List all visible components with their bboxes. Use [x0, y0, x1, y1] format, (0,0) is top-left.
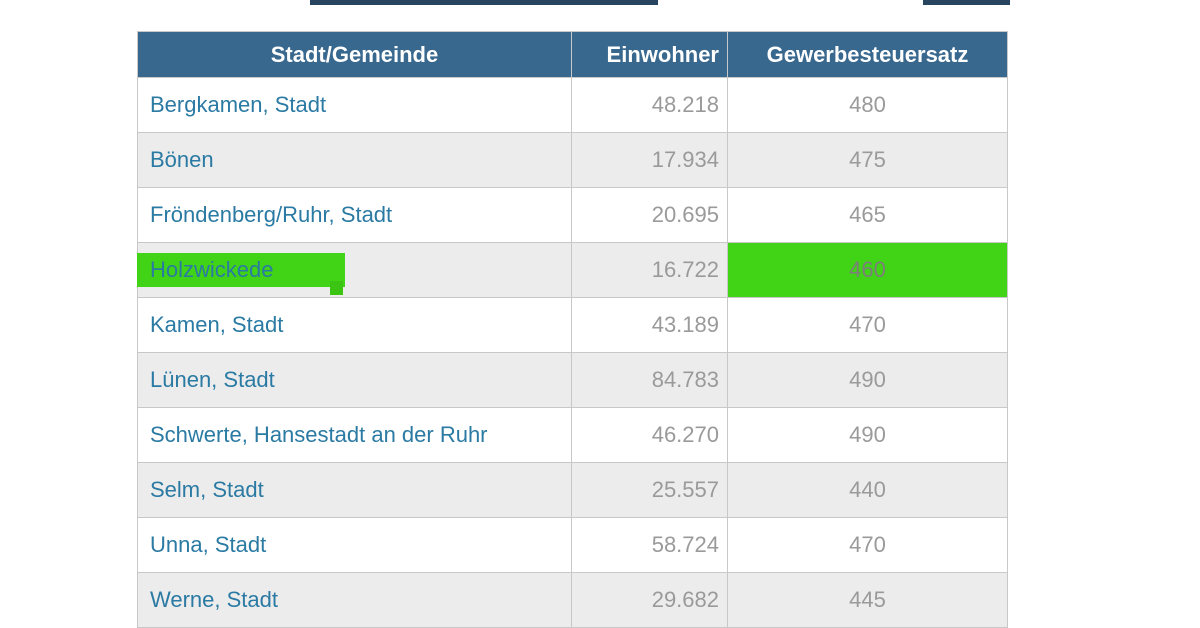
steuersatz-cell: 465: [727, 187, 1008, 243]
city-cell: Schwerte, Hansestadt an der Ruhr: [137, 407, 572, 463]
table-row: Holzwickede 16.722 460: [137, 242, 1008, 298]
steuersatz-cell: 470: [727, 297, 1008, 353]
city-cell: Kamen, Stadt: [137, 297, 572, 353]
einwohner-cell: 58.724: [571, 517, 728, 573]
einwohner-cell: 16.722: [571, 242, 728, 298]
city-cell: Holzwickede: [137, 242, 572, 298]
col-header-city: Stadt/Gemeinde: [137, 31, 572, 78]
einwohner-cell: 43.189: [571, 297, 728, 353]
steuersatz-cell: 475: [727, 132, 1008, 188]
table-row: Fröndenberg/Ruhr, Stadt 20.695 465: [137, 187, 1008, 243]
table-body: Bergkamen, Stadt 48.218 480 Bönen 17.934 475 F…: [137, 77, 1008, 628]
municipality-table: Stadt/Gemeinde Einwohner Gewerbesteuersa…: [137, 31, 1008, 628]
city-link[interactable]: Unna, Stadt: [150, 532, 267, 557]
city-cell: Selm, Stadt: [137, 462, 572, 518]
city-link[interactable]: Lünen, Stadt: [150, 367, 275, 392]
municipality-table-container: Stadt/Gemeinde Einwohner Gewerbesteuersa…: [137, 31, 1008, 628]
steuersatz-cell: 470: [727, 517, 1008, 573]
table-row: Bönen 17.934 475: [137, 132, 1008, 188]
steuersatz-cell: 480: [727, 77, 1008, 133]
table-row: Selm, Stadt 25.557 440: [137, 462, 1008, 518]
steuersatz-cell: 445: [727, 572, 1008, 628]
cropped-text-fragment: [310, 0, 658, 5]
header-row: Stadt/Gemeinde Einwohner Gewerbesteuersa…: [137, 31, 1008, 78]
cropped-text-fragment: [923, 0, 1010, 5]
city-cell: Bönen: [137, 132, 572, 188]
einwohner-cell: 20.695: [571, 187, 728, 243]
col-header-steuersatz: Gewerbesteuersatz: [727, 31, 1008, 78]
steuersatz-cell: 440: [727, 462, 1008, 518]
table-row: Unna, Stadt 58.724 470: [137, 517, 1008, 573]
city-link[interactable]: Schwerte, Hansestadt an der Ruhr: [150, 422, 488, 447]
city-link[interactable]: Bergkamen, Stadt: [150, 92, 327, 117]
steuersatz-cell: 490: [727, 352, 1008, 408]
table-row: Werne, Stadt 29.682 445: [137, 572, 1008, 628]
city-cell: Unna, Stadt: [137, 517, 572, 573]
einwohner-cell: 29.682: [571, 572, 728, 628]
city-link[interactable]: Fröndenberg/Ruhr, Stadt: [150, 202, 393, 227]
einwohner-cell: 48.218: [571, 77, 728, 133]
table-row: Lünen, Stadt 84.783 490: [137, 352, 1008, 408]
table-row: Bergkamen, Stadt 48.218 480: [137, 77, 1008, 133]
city-link[interactable]: Kamen, Stadt: [150, 312, 284, 337]
city-cell: Fröndenberg/Ruhr, Stadt: [137, 187, 572, 243]
steuersatz-cell: 490: [727, 407, 1008, 463]
city-cell: Lünen, Stadt: [137, 352, 572, 408]
col-header-einwohner: Einwohner: [571, 31, 728, 78]
highlight-marker: [137, 253, 345, 295]
einwohner-cell: 46.270: [571, 407, 728, 463]
city-link[interactable]: Selm, Stadt: [150, 477, 264, 502]
einwohner-cell: 25.557: [571, 462, 728, 518]
table-row: Schwerte, Hansestadt an der Ruhr 46.270 49…: [137, 407, 1008, 463]
city-cell: Bergkamen, Stadt: [137, 77, 572, 133]
einwohner-cell: 84.783: [571, 352, 728, 408]
table-row: Kamen, Stadt 43.189 470: [137, 297, 1008, 353]
city-link[interactable]: Holzwickede: [150, 257, 274, 282]
city-cell: Werne, Stadt: [137, 572, 572, 628]
city-link[interactable]: Bönen: [150, 147, 214, 172]
steuersatz-cell: 460: [727, 242, 1008, 298]
einwohner-cell: 17.934: [571, 132, 728, 188]
